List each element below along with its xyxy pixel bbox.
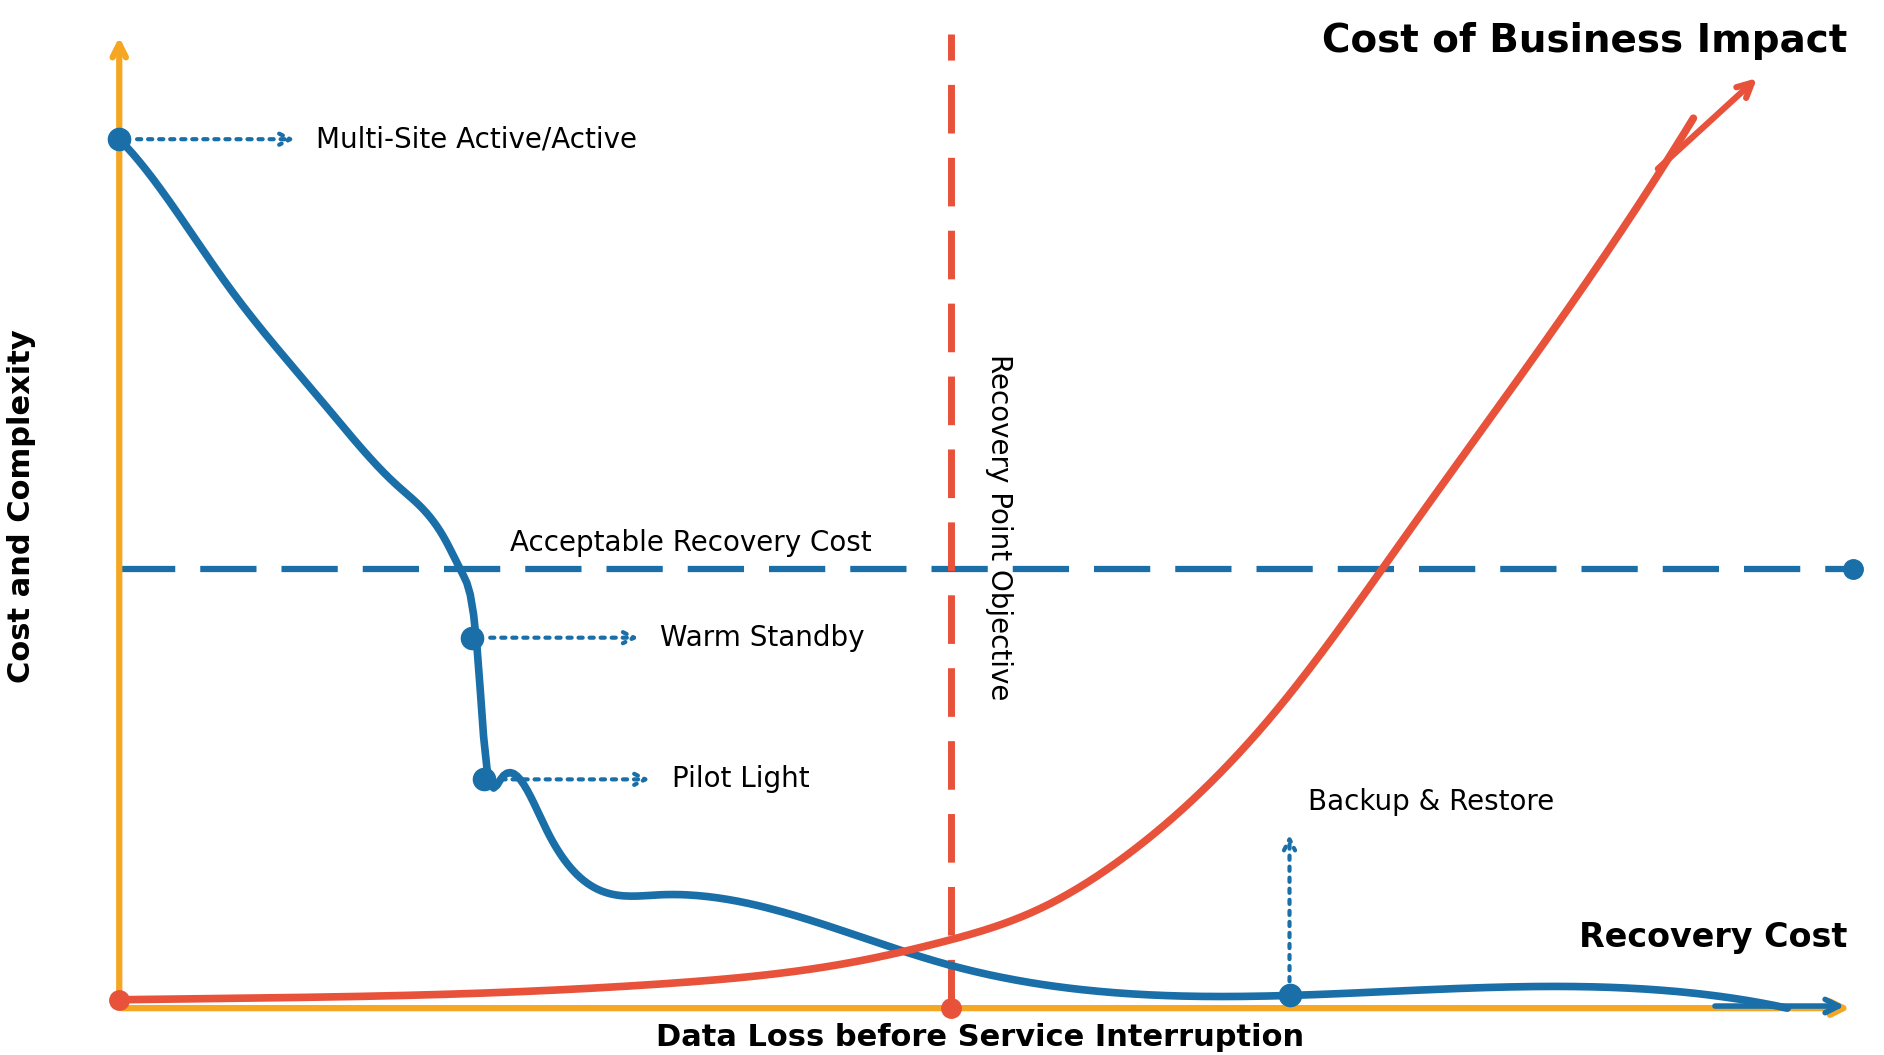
Text: Acceptable Recovery Cost: Acceptable Recovery Cost [511, 529, 872, 557]
Text: Warm Standby: Warm Standby [659, 624, 865, 652]
Text: Data Loss before Service Interruption: Data Loss before Service Interruption [656, 1023, 1304, 1052]
Text: Cost and Complexity: Cost and Complexity [6, 329, 36, 684]
Text: Multi-Site Active/Active: Multi-Site Active/Active [317, 126, 637, 153]
Text: Pilot Light: Pilot Light [671, 765, 808, 793]
Text: Cost of Business Impact: Cost of Business Impact [1323, 22, 1848, 60]
Text: Recovery Point Objective: Recovery Point Objective [985, 354, 1014, 701]
Text: Backup & Restore: Backup & Restore [1307, 788, 1554, 817]
Text: Recovery Cost: Recovery Cost [1579, 921, 1848, 954]
